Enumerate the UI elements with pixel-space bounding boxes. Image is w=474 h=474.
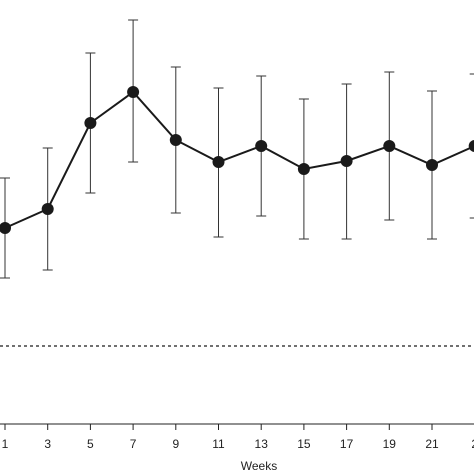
x-tick-label: 3 [44, 437, 51, 451]
x-tick-label: 17 [340, 437, 354, 451]
x-tick-label: 13 [255, 437, 269, 451]
x-tick-label: 2 [471, 437, 474, 451]
data-point [127, 86, 140, 98]
x-tick-label: 1 [2, 437, 9, 451]
x-tick-label: 19 [383, 437, 397, 451]
x-tick-label: 9 [172, 437, 179, 451]
errorbar [469, 73, 474, 219]
data-point [212, 156, 225, 168]
point-layer [0, 86, 474, 234]
data-point [169, 134, 182, 146]
data-point [0, 222, 11, 234]
data-point [340, 155, 353, 167]
series-line-layer [4, 90, 474, 229]
x-tick-label: 7 [130, 437, 137, 451]
data-point [383, 140, 396, 152]
data-point [41, 203, 54, 215]
series-line [4, 90, 474, 229]
x-axis: 135791113151719212 [0, 423, 474, 451]
data-point [297, 163, 310, 175]
x-tick-label: 11 [212, 437, 225, 451]
x-axis-title: Weeks [241, 459, 277, 473]
x-tick-label: 5 [87, 437, 94, 451]
data-point [255, 140, 268, 152]
x-tick-label: 15 [297, 437, 311, 451]
x-tick-label: 21 [425, 437, 439, 451]
data-point [468, 140, 474, 152]
data-point [426, 159, 438, 171]
errorbar-layer [0, 19, 474, 279]
data-point [84, 117, 97, 129]
